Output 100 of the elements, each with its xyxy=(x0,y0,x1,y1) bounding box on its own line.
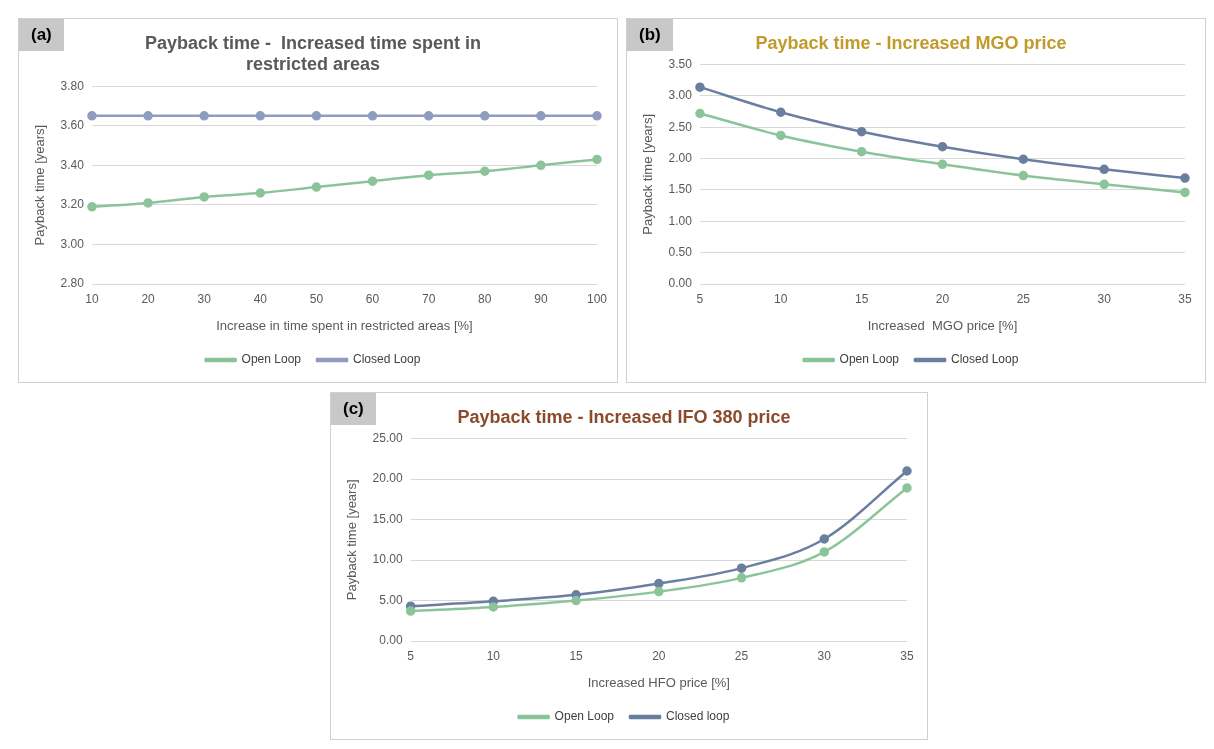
point xyxy=(536,111,546,121)
y-tick-label: 3.60 xyxy=(60,118,85,133)
point xyxy=(695,108,705,119)
point xyxy=(311,182,322,192)
point xyxy=(199,192,209,202)
x-tick-label: 20 xyxy=(141,291,156,306)
point xyxy=(819,547,830,557)
y-tick-label: 2.80 xyxy=(60,276,85,291)
y-tick-label: 0.00 xyxy=(668,276,693,291)
point xyxy=(311,111,322,121)
y-tick-label: 3.00 xyxy=(668,88,693,103)
text: (c) xyxy=(331,393,376,425)
point xyxy=(736,573,747,583)
x-axis-title: Increased MGO price [%] xyxy=(867,317,1018,333)
point xyxy=(480,166,490,176)
point xyxy=(255,111,266,121)
point xyxy=(1018,154,1029,165)
y-axis-title: Payback time [years] xyxy=(344,479,360,601)
point xyxy=(856,146,867,157)
x-tick-label: 10 xyxy=(486,648,501,663)
legend-label: Closed loop xyxy=(666,709,730,724)
x-tick-label: 25 xyxy=(734,648,749,663)
y-tick-label: 3.00 xyxy=(60,236,85,251)
x-tick-label: 25 xyxy=(1016,291,1031,306)
legend-label: Closed Loop xyxy=(951,352,1019,367)
y-tick-label: 3.80 xyxy=(60,78,85,93)
y-tick-label: 0.50 xyxy=(668,244,693,259)
y-tick-label: 25.00 xyxy=(372,430,403,445)
point xyxy=(654,586,664,597)
point xyxy=(488,602,499,612)
point xyxy=(367,176,378,186)
y-tick-label: 0.00 xyxy=(379,633,403,648)
point xyxy=(367,111,378,121)
x-tick-label: 40 xyxy=(253,291,268,306)
x-tick-label: 20 xyxy=(935,291,950,306)
x-tick-label: 70 xyxy=(421,291,436,306)
y-tick-label: 2.50 xyxy=(668,119,693,134)
y-axis-title: Payback time [years] xyxy=(32,124,48,246)
x-tick-label: 35 xyxy=(1178,291,1192,306)
point xyxy=(423,111,434,121)
point xyxy=(937,159,948,170)
y-tick-label: 3.50 xyxy=(668,56,693,71)
point xyxy=(87,202,97,212)
chart-title: Payback time - Increased MGO price xyxy=(755,32,1067,53)
point xyxy=(1180,173,1190,183)
x-tick-label: 30 xyxy=(197,291,212,306)
y-tick-label: 1.50 xyxy=(668,182,693,197)
y-tick-label: 15.00 xyxy=(372,511,403,526)
x-tick-label: 10 xyxy=(774,291,788,306)
point xyxy=(592,154,602,165)
text: (b) xyxy=(627,19,673,51)
point xyxy=(571,595,581,606)
x-tick-label: 90 xyxy=(534,291,548,306)
x-tick-label: 30 xyxy=(1097,291,1112,306)
point xyxy=(480,111,490,121)
x-tick-label: 5 xyxy=(407,648,415,663)
x-tick-label: 20 xyxy=(652,648,666,663)
x-tick-label: 60 xyxy=(365,291,380,306)
point xyxy=(1099,179,1109,190)
x-tick-label: 15 xyxy=(569,648,584,663)
x-tick-label: 50 xyxy=(309,291,324,306)
point xyxy=(87,111,97,121)
point xyxy=(1180,187,1190,198)
point xyxy=(654,578,664,589)
x-tick-label: 5 xyxy=(696,291,704,306)
y-tick-label: 5.00 xyxy=(379,592,403,607)
chart-title: Payback time - Increased time spent in restricted areas xyxy=(144,32,482,75)
point xyxy=(143,111,153,121)
point xyxy=(819,534,830,544)
point xyxy=(423,170,434,180)
y-tick-label: 3.20 xyxy=(60,197,85,212)
point xyxy=(405,606,416,616)
x-axis-title: Increased HFO price [%] xyxy=(587,674,730,690)
x-axis-title: Increase in time spent in restricted areas [%] xyxy=(216,317,473,333)
x-tick-label: 15 xyxy=(854,291,869,306)
legend-label: Closed Loop xyxy=(353,352,421,367)
point xyxy=(536,160,546,171)
point xyxy=(199,111,209,121)
y-tick-label: 10.00 xyxy=(372,552,403,567)
point xyxy=(592,111,602,121)
text: (a) xyxy=(19,19,64,51)
y-tick-label: 20.00 xyxy=(372,471,403,486)
y-tick-label: 1.00 xyxy=(668,213,693,228)
point xyxy=(776,107,786,117)
point xyxy=(902,483,912,493)
point xyxy=(776,130,786,141)
point xyxy=(736,563,747,573)
point xyxy=(1099,164,1109,175)
point xyxy=(856,126,867,137)
x-tick-label: 10 xyxy=(85,291,99,306)
y-tick-label: 2.00 xyxy=(668,150,693,165)
x-tick-label: 30 xyxy=(817,648,832,663)
chart-title: Payback time - Increased IFO 380 price xyxy=(457,406,791,427)
x-tick-label: 35 xyxy=(900,648,914,663)
legend-label: Open Loop xyxy=(241,352,302,367)
point xyxy=(143,198,153,208)
legend-label: Open Loop xyxy=(839,352,900,367)
x-tick-label: 80 xyxy=(478,291,492,306)
point xyxy=(902,466,912,476)
legend-label: Open Loop xyxy=(554,709,615,724)
